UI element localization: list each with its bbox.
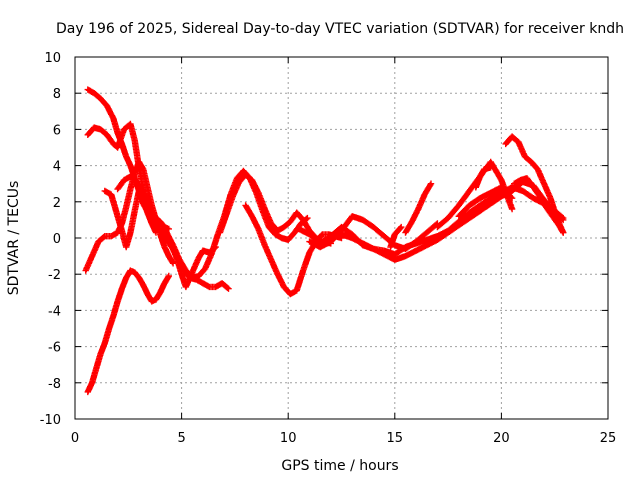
x-tick-label: 0 (71, 431, 79, 446)
data-point-markers (511, 175, 567, 236)
y-tick-label: -2 (48, 268, 61, 283)
series-arc13 (338, 178, 567, 263)
data-point-markers (338, 178, 567, 263)
y-tick-label: -10 (40, 413, 61, 428)
x-tick-labels: 0 5 10 15 20 25 (71, 431, 616, 446)
data-point-markers (402, 180, 435, 236)
series-arc10 (242, 202, 345, 298)
x-tick-label: 5 (177, 431, 185, 446)
y-tick-label: -6 (48, 341, 61, 356)
y-tick-label: 4 (53, 160, 61, 175)
x-tick-label: 15 (387, 431, 404, 446)
series-arc3 (84, 267, 172, 396)
series-arc17 (455, 184, 516, 220)
series-arc19 (511, 175, 567, 236)
data-points (82, 86, 567, 396)
y-axis-label: SDTVAR / TECUs (6, 181, 22, 296)
data-point-markers (472, 164, 494, 191)
data-point-markers (167, 242, 232, 292)
series-arc14 (402, 180, 435, 236)
series-arc11 (295, 184, 567, 258)
series-arc6 (114, 173, 164, 225)
data-point-markers (114, 173, 164, 225)
data-point-markers (455, 184, 516, 220)
y-tick-label: 10 (44, 51, 61, 66)
x-axis-label: GPS time / hours (281, 458, 398, 474)
x-tick-label: 10 (280, 431, 297, 446)
tick-marks (74, 56, 609, 420)
chart-title: Day 196 of 2025, Sidereal Day-to-day VTE… (56, 21, 624, 37)
y-tick-labels: -10 -8 -6 -4 -2 0 2 4 6 8 10 (40, 51, 61, 428)
data-point-markers (84, 267, 172, 396)
data-point-markers (242, 202, 345, 298)
x-tick-label: 25 (600, 431, 617, 446)
data-point-markers (295, 184, 567, 258)
y-tick-label: 0 (53, 232, 61, 247)
y-tick-label: -8 (48, 377, 61, 392)
y-tick-label: -4 (48, 304, 61, 319)
y-tick-label: 6 (53, 123, 61, 138)
data-point-markers (387, 223, 405, 251)
series-arc15 (387, 223, 405, 251)
x-tick-label: 20 (493, 431, 510, 446)
y-tick-label: 8 (53, 87, 61, 102)
series-arc8 (167, 242, 232, 292)
series-arc20 (472, 164, 494, 191)
y-tick-label: 2 (53, 196, 61, 211)
